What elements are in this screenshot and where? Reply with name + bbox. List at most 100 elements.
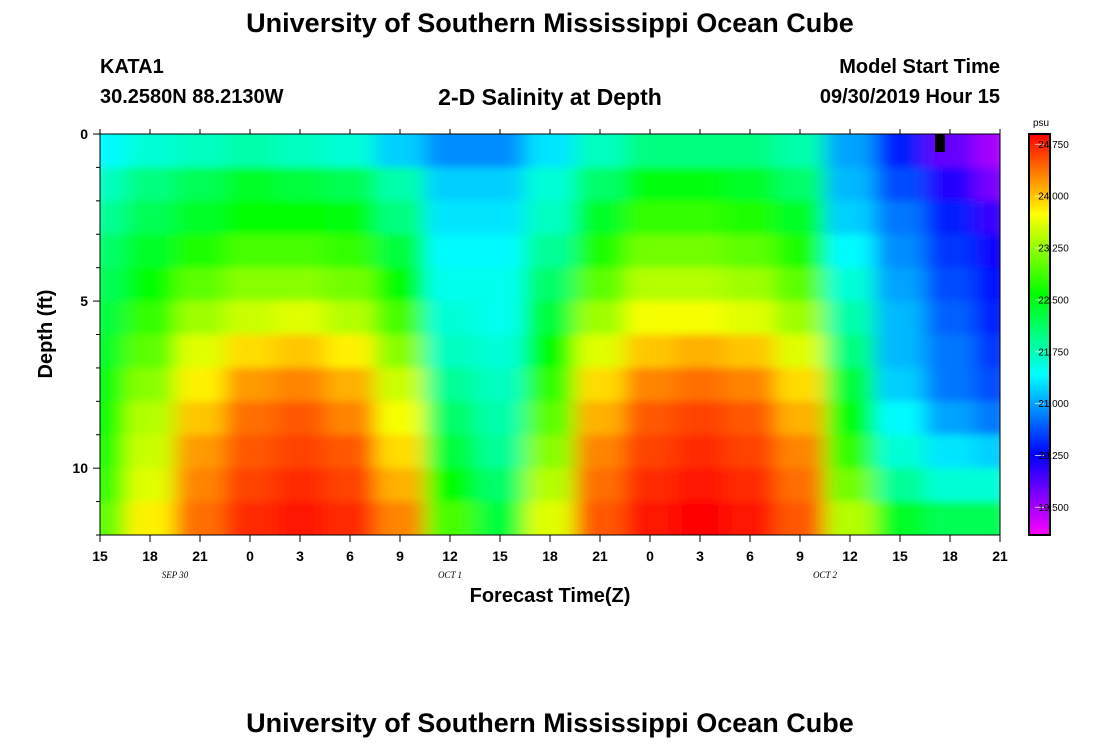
heatmap-cell [325, 367, 376, 402]
heatmap-cell [325, 468, 376, 503]
heatmap-cell [225, 434, 276, 469]
heatmap-cell [675, 167, 726, 202]
heatmap-cell [675, 501, 726, 535]
heatmap-cell [575, 367, 626, 402]
heatmap-cell [775, 501, 826, 535]
heatmap-cell [625, 267, 676, 302]
heatmap-cell [475, 234, 526, 269]
heatmap-cell [625, 401, 676, 436]
heatmap-cell [475, 367, 526, 402]
heatmap-cell [575, 468, 626, 503]
heatmap-cell [525, 401, 576, 436]
heatmap-cell [375, 267, 426, 302]
heatmap-cell [275, 468, 326, 503]
heatmap-cell [525, 334, 576, 369]
heatmap-cell [675, 334, 726, 369]
heatmap-cell [375, 334, 426, 369]
x-tick-label: 6 [746, 548, 754, 564]
heatmap-cell [575, 167, 626, 202]
heatmap-cell [825, 434, 876, 469]
heatmap-cell [925, 134, 976, 168]
heatmap-cell [675, 434, 726, 469]
heatmap-cell [875, 401, 926, 436]
heatmap-cell [925, 267, 976, 302]
heatmap-cell [975, 434, 1000, 469]
heatmap-cell [975, 134, 1000, 168]
heatmap-cell [275, 267, 326, 302]
heatmap-cell [875, 167, 926, 202]
heatmap-cell [175, 267, 226, 302]
heatmap-cell [725, 401, 776, 436]
heatmap-cell [275, 200, 326, 235]
heatmap-cell [775, 334, 826, 369]
heatmap-cell [100, 134, 126, 168]
heatmap-cell [925, 334, 976, 369]
heatmap-cell [975, 267, 1000, 302]
heatmap-cell [725, 501, 776, 535]
y-tick-label: 10 [72, 460, 88, 476]
heatmap-cell [175, 434, 226, 469]
model-start-time: 09/30/2019 Hour 15 [819, 86, 1000, 108]
current-time-marker [935, 134, 945, 152]
heatmap-cell [675, 468, 726, 503]
heatmap-cell [975, 234, 1000, 269]
x-tick-label: 18 [542, 548, 558, 564]
heatmap-cell [525, 267, 576, 302]
heatmap-cell [475, 267, 526, 302]
x-tick-label: 21 [592, 548, 608, 564]
heatmap-cell [100, 200, 126, 235]
x-tick-label: 15 [92, 548, 108, 564]
heatmap-cell [575, 200, 626, 235]
heatmap-cell [625, 200, 676, 235]
heatmap-cell [625, 501, 676, 535]
heatmap-cell [375, 468, 426, 503]
colorbar-tick-label: 21.750 [1038, 347, 1069, 358]
heatmap-cell [275, 501, 326, 535]
x-tick-label: 9 [796, 548, 804, 564]
heatmap-cell [575, 434, 626, 469]
heatmap-cell [575, 401, 626, 436]
heatmap-cell [925, 200, 976, 235]
model-start-label: Model Start Time [839, 56, 1000, 78]
heatmap-cell [875, 468, 926, 503]
heatmap-cell [125, 301, 176, 336]
heatmap-cell [875, 434, 926, 469]
heatmap-cell [425, 234, 476, 269]
heatmap-cell [175, 401, 226, 436]
date-label: OCT 1 [438, 570, 462, 580]
heatmap-cell [225, 167, 276, 202]
heatmap-cell [325, 267, 376, 302]
x-tick-label: 21 [992, 548, 1008, 564]
heatmap-cell [825, 167, 876, 202]
heatmap-cell [125, 468, 176, 503]
heatmap-cell [325, 167, 376, 202]
heatmap-cell [225, 367, 276, 402]
heatmap-cell [825, 301, 876, 336]
x-tick-label: 3 [696, 548, 704, 564]
heatmap-cell [275, 134, 326, 168]
heatmap-cell [100, 367, 126, 402]
heatmap-cell [925, 468, 976, 503]
heatmap-cell [175, 301, 226, 336]
colorbar-scale [1028, 133, 1051, 536]
page-title: University of Southern Mississippi Ocean… [246, 8, 854, 38]
colorbar-tick-label: 24.000 [1038, 192, 1069, 203]
heatmap-cell [475, 334, 526, 369]
heatmap-cell [625, 468, 676, 503]
heatmap-cell [100, 267, 126, 302]
date-label: OCT 2 [813, 570, 838, 580]
heatmap-cell [325, 134, 376, 168]
heatmap-cell [775, 267, 826, 302]
heatmap-cell [475, 134, 526, 168]
heatmap-cell [425, 134, 476, 168]
heatmap-cell [825, 334, 876, 369]
colorbar-unit: psu [1033, 118, 1049, 129]
heatmap-cell [125, 434, 176, 469]
heatmap-cell [125, 234, 176, 269]
heatmap-cells [100, 134, 1000, 535]
x-tick-label: 12 [442, 548, 458, 564]
heatmap-cell [475, 468, 526, 503]
heatmap-cell [100, 468, 126, 503]
heatmap-cell [675, 234, 726, 269]
heatmap-cell [775, 200, 826, 235]
